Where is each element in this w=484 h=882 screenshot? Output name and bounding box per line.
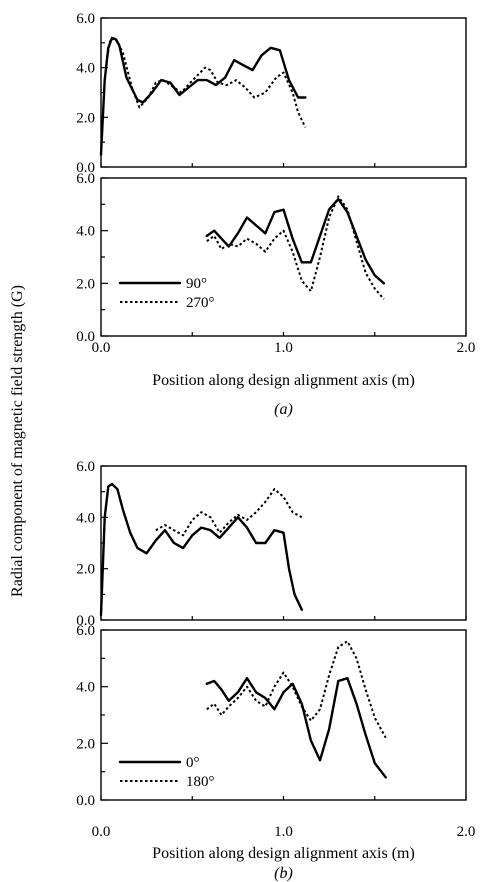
y-tick-label-b-top-2: 4.0: [76, 510, 95, 526]
y-tick-label-a-top-3: 6.0: [76, 11, 95, 27]
x-tick-label-a-bottom-0: 0.0: [92, 340, 111, 356]
x-tick-label-a-bottom-2: 2.0: [457, 340, 476, 356]
series-line-a-top-1: [105, 36, 307, 128]
y-tick-label-b-bottom-2: 4.0: [76, 680, 95, 696]
panel-a-bottom: 0.0 2.0 4.0 6.0 90° 270° 0.0 1.0 2.0 Position alo…: [76, 171, 475, 418]
y-tick-label-b-bottom-0: 0.0: [76, 793, 95, 809]
panel-b-top: 0.0 2.0 4.0 6.0: [76, 459, 467, 629]
y-tick-label-b-top-1: 2.0: [76, 562, 95, 578]
series-line-b-top-1: [155, 488, 303, 537]
x-axis-label-b-bottom: Position along design alignment axis (m): [152, 845, 415, 862]
y-tick-label-a-top-0: 0.0: [76, 160, 95, 176]
panel-label-b-bottom: (b): [274, 865, 293, 882]
y-axis-label: Radial component of magnetic field stren…: [9, 285, 26, 597]
x-tick-label-b-bottom-1: 1.0: [274, 824, 293, 840]
y-tick-label-a-bottom-3: 6.0: [76, 171, 95, 187]
y-tick-label-a-bottom-1: 2.0: [76, 276, 95, 292]
legend-label-a-bottom-0: 90°: [186, 276, 207, 292]
x-tick-label-b-bottom-2: 2.0: [457, 824, 476, 840]
series-line-a-top-0: [99, 36, 307, 156]
series-line-b-bottom-1: [206, 640, 387, 739]
y-tick-label-b-bottom-1: 2.0: [76, 736, 95, 752]
series-line-b-top-0: [99, 482, 303, 617]
series-line-b-bottom-0: [205, 677, 387, 779]
x-tick-label-b-bottom-0: 0.0: [92, 824, 111, 840]
y-tick-label-b-top-0: 0.0: [76, 613, 95, 629]
x-tick-label-a-bottom-1: 1.0: [274, 340, 293, 356]
plot-frame-b-bottom: [100, 629, 467, 801]
legend-label-a-bottom-1: 270°: [186, 295, 215, 311]
x-axis-label-a-bottom: Position along design alignment axis (m): [152, 372, 415, 389]
legend-label-b-bottom-1: 180°: [186, 774, 215, 790]
plot-frame-a-bottom: [100, 177, 467, 337]
y-tick-label-b-top-3: 6.0: [76, 459, 95, 475]
y-tick-label-a-bottom-2: 4.0: [76, 224, 95, 240]
y-tick-label-b-bottom-3: 6.0: [76, 623, 95, 639]
y-tick-label-a-bottom-0: 0.0: [76, 329, 95, 345]
plot-frame-b-top: [100, 465, 467, 621]
legend-label-b-bottom-0: 0°: [186, 755, 200, 771]
series-line-a-bottom-1: [206, 195, 385, 300]
plot-frame-a-top: [100, 17, 467, 168]
panel-a-top: 0.0 2.0 4.0 6.0: [76, 11, 467, 176]
panel-label-a-bottom: (a): [274, 401, 293, 418]
y-tick-label-a-top-1: 2.0: [76, 110, 95, 126]
panel-b-bottom: 0.0 2.0 4.0 6.0 0° 180° 0.0 1.0 2.0 Position alon…: [76, 623, 475, 882]
y-tick-label-a-top-2: 4.0: [76, 61, 95, 77]
